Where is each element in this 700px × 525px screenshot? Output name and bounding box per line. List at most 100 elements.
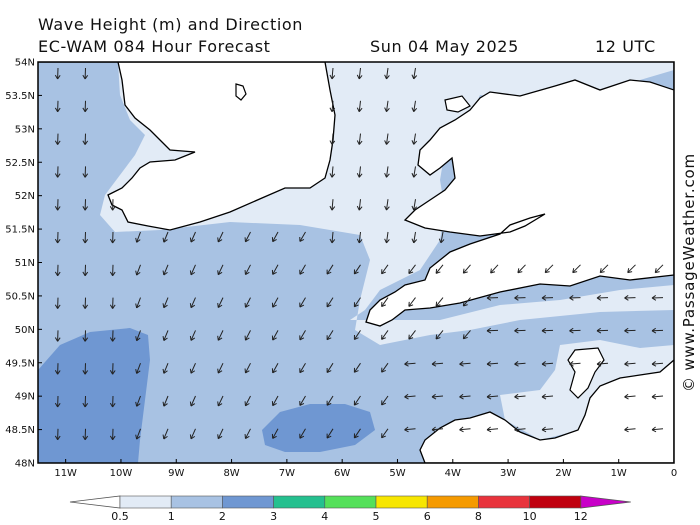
- wave-arrow: [299, 264, 306, 275]
- lon-label: 6W: [334, 468, 350, 479]
- wave-arrow: [624, 295, 636, 301]
- wave-arrow: [411, 133, 418, 145]
- lon-label: 8W: [223, 468, 239, 479]
- wave-arrow: [54, 231, 61, 244]
- wave-arrow: [459, 393, 471, 400]
- wave-arrow: [82, 231, 89, 244]
- wave-arrow: [82, 330, 89, 342]
- wave-arrow: [299, 297, 306, 308]
- wave-arrow: [384, 166, 390, 178]
- chart-title: Wave Height (m) and Direction: [38, 15, 304, 34]
- wave-arrow: [431, 361, 444, 367]
- wave-arrow: [162, 428, 169, 440]
- wave-arrow: [329, 231, 336, 244]
- wave-arrow: [189, 264, 196, 276]
- wave-arrow: [411, 166, 418, 178]
- wave-arrow: [624, 426, 636, 433]
- wave-arrow: [82, 100, 89, 113]
- wave-arrow: [459, 426, 471, 433]
- lon-label: 2W: [555, 468, 571, 479]
- wave-arrow: [189, 362, 196, 374]
- lat-label: 54N: [15, 58, 35, 69]
- colorbar-label: 0.5: [111, 510, 129, 523]
- wave-arrow: [486, 327, 499, 334]
- wave-arrow: [299, 428, 306, 439]
- wave-arrow: [217, 264, 224, 276]
- wave-arrow: [381, 428, 389, 439]
- wave-arrow: [486, 361, 499, 367]
- wave-arrow: [596, 295, 609, 301]
- lat-label: 53.5N: [5, 91, 35, 102]
- wave-arrow: [435, 330, 444, 340]
- lat-label: 53N: [15, 124, 35, 135]
- wave-arrow: [299, 395, 306, 406]
- wave-arrow: [599, 264, 609, 274]
- lon-label: 11W: [54, 468, 77, 479]
- wave-arrow: [517, 264, 526, 274]
- wave-arrow: [135, 363, 141, 374]
- wave-arrow: [541, 327, 554, 334]
- wave-arrow: [54, 363, 61, 375]
- wave-arrow: [109, 330, 116, 342]
- sea-calm-channel: [500, 340, 674, 440]
- wave-arrow: [299, 330, 306, 341]
- wave-arrow: [54, 67, 61, 80]
- wave-arrow: [162, 264, 169, 276]
- wave-arrow: [381, 264, 389, 275]
- wave-arrow: [411, 231, 418, 244]
- colorbar-label: 12: [574, 510, 588, 523]
- wave-arrow: [109, 264, 116, 277]
- wave-arrow: [82, 67, 89, 80]
- wave-arrow: [54, 133, 61, 145]
- lat-label: 50.5N: [5, 291, 35, 302]
- wave-arrow: [654, 264, 664, 274]
- colorbar-label: 1: [168, 510, 175, 523]
- wave-arrow: [189, 428, 196, 440]
- wave-arrow: [353, 428, 361, 439]
- colorbar-segment: [273, 495, 326, 509]
- wave-arrow: [109, 363, 116, 375]
- watermark: © www.PassageWeather.com: [680, 153, 698, 392]
- wave-arrow: [435, 297, 444, 307]
- wave-arrow: [271, 264, 279, 275]
- colorbar-label: 3: [270, 510, 277, 523]
- lat-label: 52.5N: [5, 158, 35, 169]
- wave-arrow: [54, 100, 61, 113]
- wave-arrow: [109, 297, 116, 309]
- wave-arrow: [462, 330, 471, 340]
- wave-arrow: [82, 395, 89, 408]
- lon-label: 7W: [279, 468, 295, 479]
- wave-arrow: [381, 330, 389, 340]
- wave-arrow: [54, 199, 61, 211]
- wave-arrow: [109, 231, 116, 244]
- wave-arrow: [329, 67, 336, 80]
- wave-arrow: [326, 330, 334, 341]
- wave-arrow: [326, 264, 334, 275]
- forecast-date: Sun 04 May 2025: [370, 37, 519, 56]
- wave-arrow: [624, 393, 636, 400]
- lat-label: 49N: [15, 392, 35, 403]
- wave-arrow: [381, 297, 389, 308]
- wave-arrow: [486, 426, 499, 433]
- wave-arrow: [384, 67, 390, 80]
- wave-arrow: [244, 231, 251, 243]
- wave-arrow: [217, 428, 224, 440]
- wave-arrow: [486, 295, 499, 301]
- lat-label: 50N: [15, 325, 35, 336]
- colorbar-label: 8: [475, 510, 482, 523]
- wave-arrow: [329, 100, 336, 113]
- wave-arrow: [596, 327, 609, 334]
- wave-arrow: [384, 199, 390, 211]
- wave-arrow: [326, 395, 334, 406]
- wave-arrow: [162, 395, 169, 407]
- wave-arrow: [514, 295, 526, 301]
- land-france-brittany: [419, 359, 674, 463]
- wave-arrow: [135, 231, 141, 243]
- wave-arrow: [627, 264, 636, 274]
- lon-label: 10W: [110, 468, 133, 479]
- colorbar-low-end: [69, 495, 121, 509]
- wave-arrow: [541, 393, 554, 400]
- wave-arrow: [82, 199, 89, 211]
- wave-arrow: [486, 393, 499, 400]
